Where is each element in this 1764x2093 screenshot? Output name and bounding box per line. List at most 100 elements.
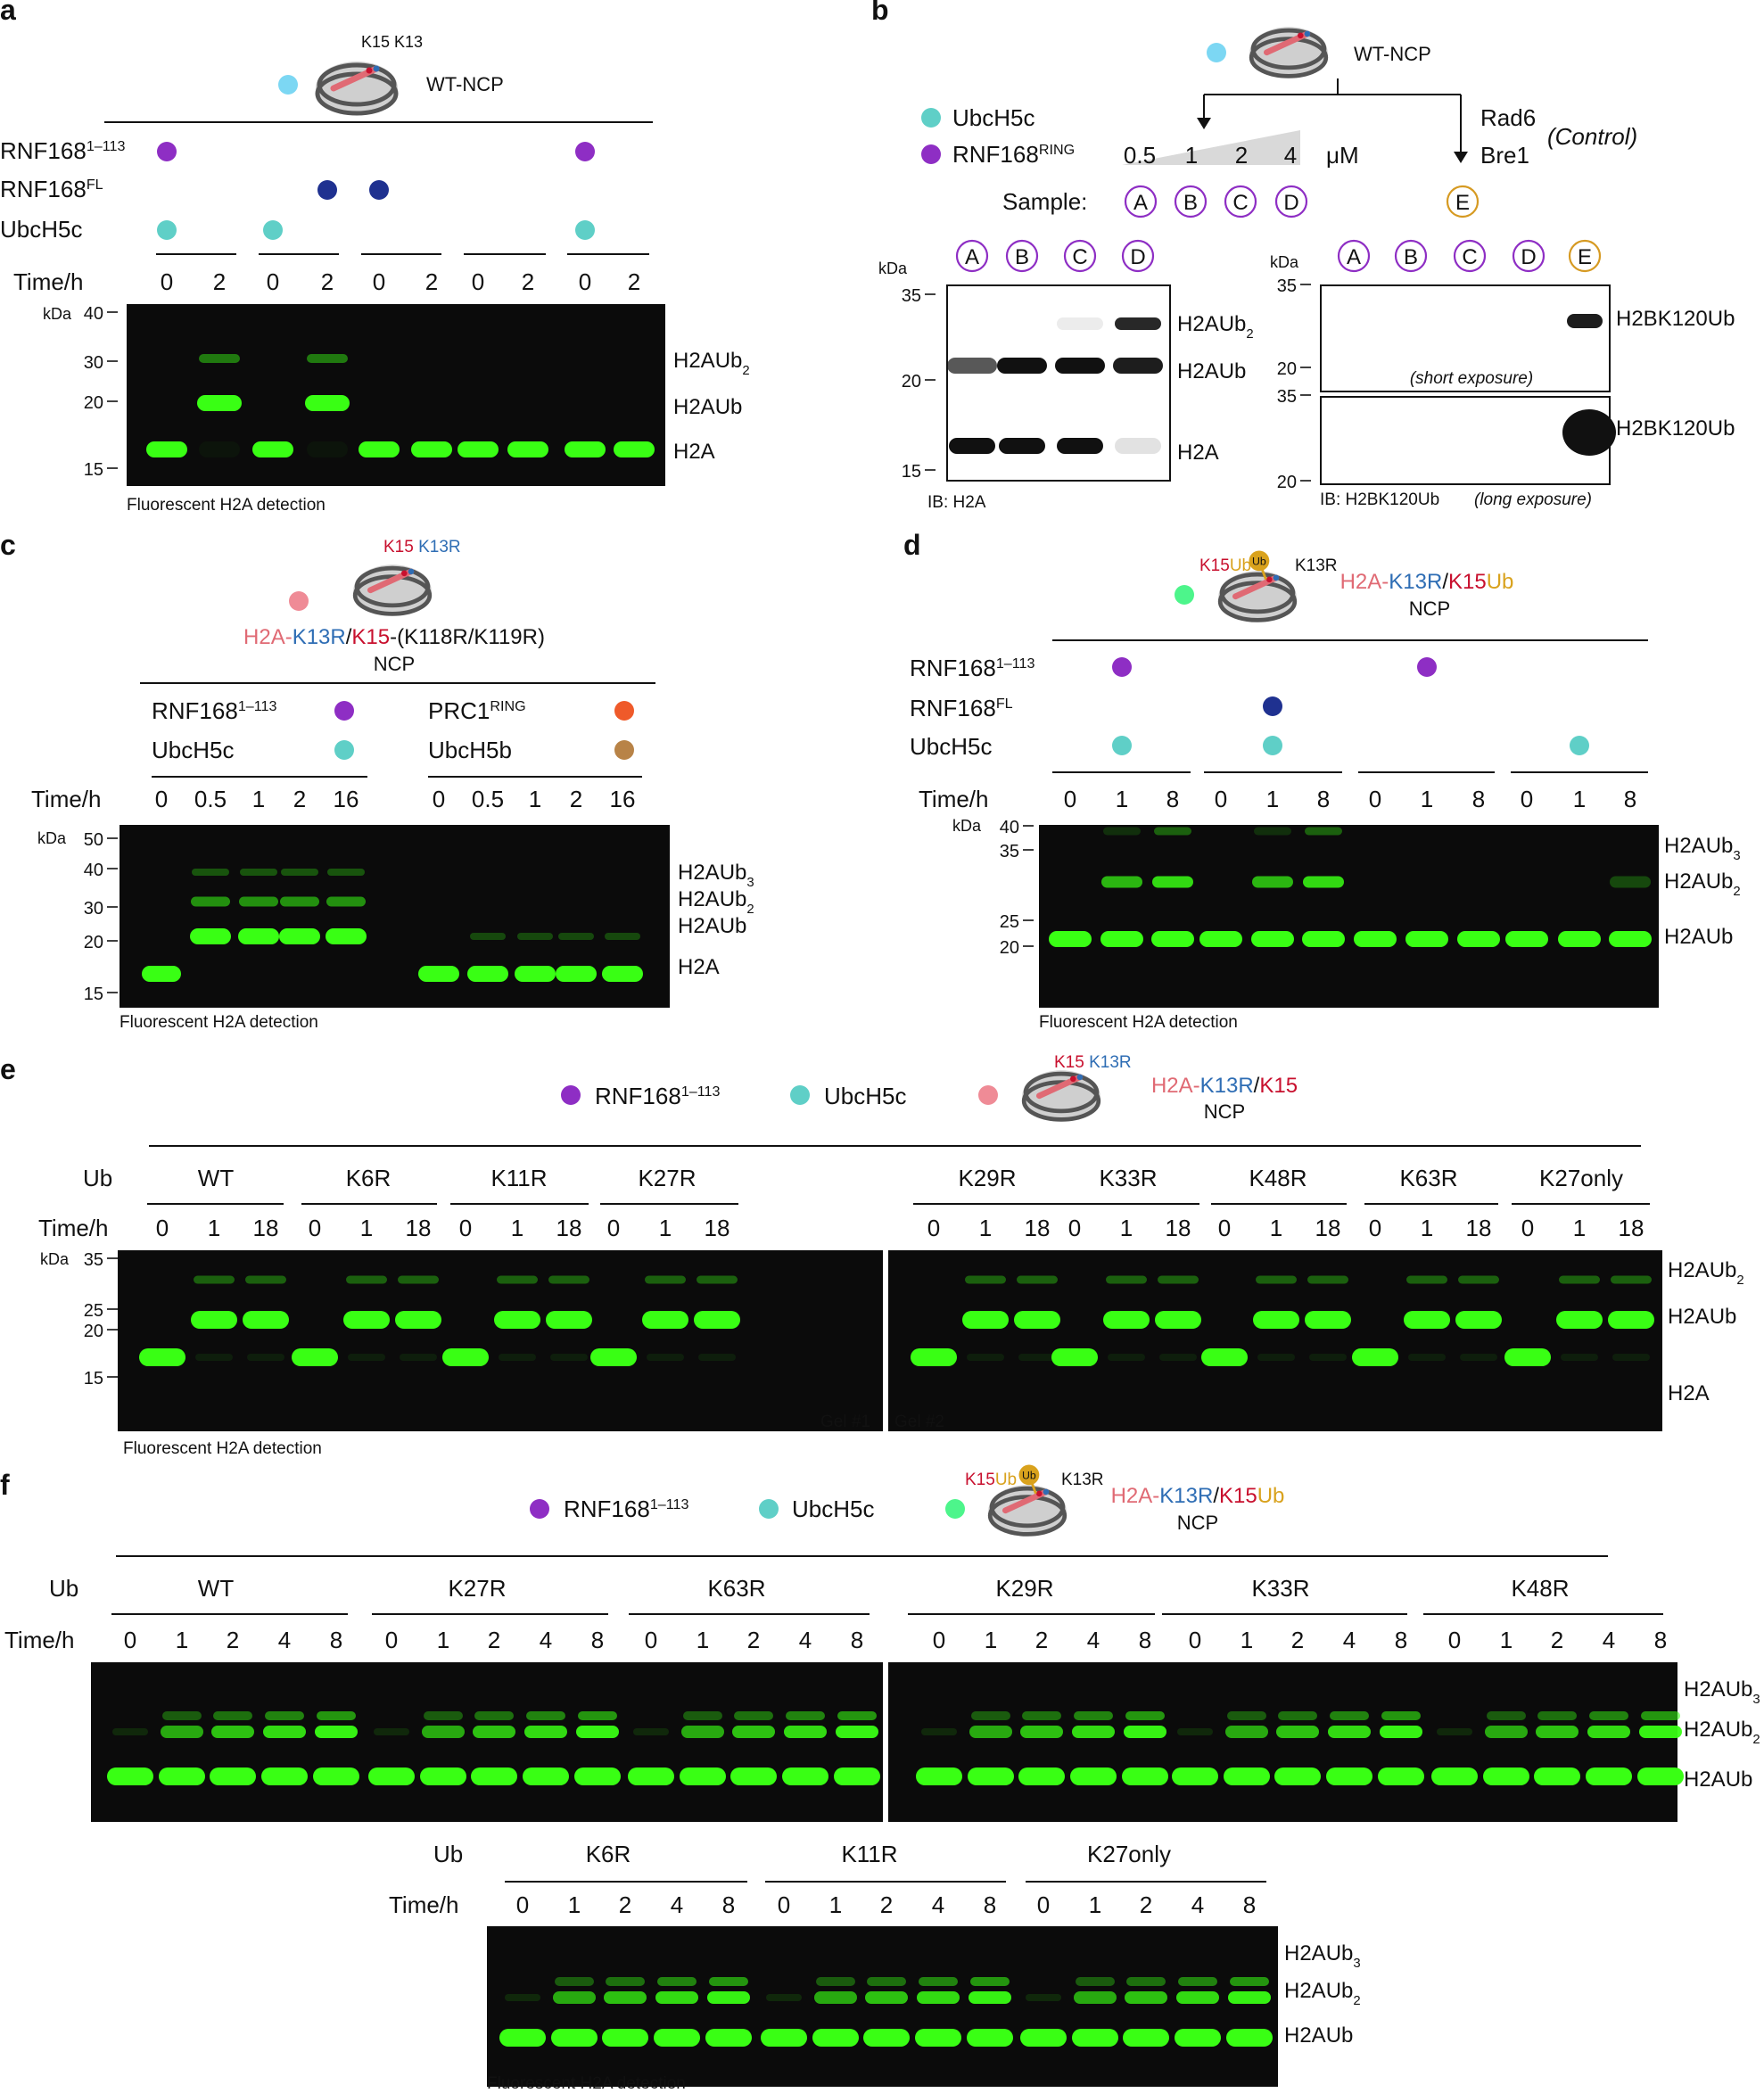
panel-b-sample-D xyxy=(1274,185,1308,218)
panel-d-time-4: 1 xyxy=(1266,786,1279,812)
panel-e-h2a-residual-band xyxy=(647,1354,684,1361)
panel-b-sample-E-letter: E xyxy=(1455,191,1470,215)
panel-f-h2aub-band xyxy=(1483,1768,1529,1785)
panel-f-h2aub2-band xyxy=(814,1991,857,2004)
panel-f-h2aub-band xyxy=(107,1768,153,1785)
panel-c-ncp-dot xyxy=(289,591,309,611)
panel-a-time-7: 2 xyxy=(522,268,534,295)
panel-f-h2aub-band xyxy=(1326,1768,1372,1785)
panel-b-band-h2a: H2A xyxy=(1177,441,1219,465)
panel-d-time-label: Time/h xyxy=(919,786,989,812)
panel-e-h2aub-band xyxy=(546,1311,592,1329)
panel-f-h2aub2-band xyxy=(553,1991,596,2004)
panel-b-right-lane-C-letter: C xyxy=(1462,245,1477,269)
panel-f-bottom-time-0-0: 0 xyxy=(516,1891,529,1918)
panel-b-h2aub-band xyxy=(947,358,997,374)
panel-e-h2aub2-band xyxy=(245,1275,286,1284)
panel-d-h2aub-band xyxy=(1199,931,1242,947)
panel-b-left-lane-D-letter: D xyxy=(1130,245,1145,269)
panel-c-h2aub-faint-band xyxy=(470,933,506,940)
panel-e-construct: H2A-K13R/K15 xyxy=(1151,1074,1298,1098)
panel-d-time-11: 8 xyxy=(1624,786,1636,812)
panel-f-h2aub2-band xyxy=(1380,1726,1422,1738)
panel-f-top-time-3-0: 0 xyxy=(933,1627,945,1653)
panel-f-h2aub2-band xyxy=(784,1726,827,1738)
panel-f-h2aub-band xyxy=(210,1768,256,1785)
panel-a-row-1: RNF168FL xyxy=(0,176,103,202)
panel-a-band-h2a: H2A xyxy=(673,440,715,464)
panel-e-h2aub-band xyxy=(1404,1311,1450,1329)
panel-f-h2aub3-band xyxy=(919,1977,958,1986)
panel-c-marker-2: 30 xyxy=(84,899,103,919)
panel-e-h2a-band xyxy=(911,1348,957,1366)
panel-f-top-time-4-2: 2 xyxy=(1291,1627,1304,1653)
panel-c-band-h2a: H2A xyxy=(678,955,720,979)
panel-f-h2aub3-band xyxy=(606,1977,645,1986)
panel-e-time-1-0: 0 xyxy=(309,1215,321,1241)
panel-d-h2aub-band xyxy=(1354,931,1397,947)
panel-f-h2aub-band xyxy=(1224,1768,1270,1785)
panel-f-h2aub3-band xyxy=(970,1977,1010,1986)
panel-f-ub-label-top: Ub xyxy=(49,1575,78,1602)
panel-c-h2aub-faint-band xyxy=(605,933,640,940)
panel-f-top-time-2-2: 2 xyxy=(747,1627,760,1653)
panel-f-h2aub-band xyxy=(261,1768,308,1785)
panel-f-h2aub2-band xyxy=(969,1726,1012,1738)
panel-f-h2aub-band xyxy=(1070,1768,1117,1785)
panel-e-h2a-residual-band xyxy=(1309,1354,1347,1361)
panel-b-nucleosome-icon xyxy=(1249,27,1329,78)
d-dot xyxy=(1570,736,1589,755)
panel-b-h2a-band xyxy=(949,438,995,454)
panel-e-h2aub2-band xyxy=(1559,1275,1600,1284)
panel-c-marker-1: 40 xyxy=(84,861,103,880)
panel-a-time-4: 0 xyxy=(373,268,385,295)
panel-f-bottom-group-K11R: K11R xyxy=(841,1841,897,1867)
panel-f-h2aub-band xyxy=(1637,1768,1684,1785)
panel-f-top-time-5-0: 0 xyxy=(1448,1627,1461,1653)
panel-f-h2aub-band xyxy=(680,1768,726,1785)
panel-f-h2aub2-faint-band xyxy=(766,1994,802,2001)
panel-f-ubch5c-dot xyxy=(759,1499,779,1519)
d-dot xyxy=(1112,736,1132,755)
panel-e-group-K6R: K6R xyxy=(346,1165,392,1191)
panel-e-h2a-residual-band xyxy=(550,1354,588,1361)
panel-f-h2aub2-faint-band xyxy=(1026,1994,1061,2001)
panel-e-h2aub2-band xyxy=(1611,1275,1652,1284)
panel-f-h2aub2-faint-band xyxy=(1437,1728,1472,1735)
panel-e-marker-2: 20 xyxy=(84,1322,103,1341)
panel-f-h2aub3-band xyxy=(709,1977,748,1986)
panel-e-h2aub2-band xyxy=(548,1275,589,1284)
panel-e-time-7-0: 0 xyxy=(1369,1215,1381,1241)
panel-e-group-K48R: K48R xyxy=(1249,1165,1307,1191)
panel-f-h2aub3-band xyxy=(1022,1711,1061,1720)
panel-e-time-6-2: 18 xyxy=(1315,1215,1341,1241)
panel-b-band-h2aub: H2AUb xyxy=(1177,359,1246,383)
panel-d-k15ub: K15Ub xyxy=(1199,556,1251,575)
panel-e-h2a-residual-band xyxy=(195,1354,233,1361)
panel-e-time-3-1: 1 xyxy=(659,1215,672,1241)
c-dot xyxy=(334,740,354,760)
panel-e-gel-1 xyxy=(118,1250,883,1431)
panel-c-h2aub-band xyxy=(279,928,320,944)
panel-d-h2aub-band xyxy=(1405,931,1448,947)
panel-d-h2aub-band xyxy=(1457,931,1500,947)
panel-a-band-h2aub2: H2AUb2 xyxy=(673,349,750,378)
panel-f-h2aub2-band xyxy=(1176,1991,1219,2004)
panel-e-h2aub2-band xyxy=(1106,1275,1147,1284)
panel-b-h2a-band xyxy=(999,438,1045,454)
panel-f-top-group-K29R: K29R xyxy=(995,1575,1053,1602)
panel-f-h2aub-band xyxy=(1123,2029,1169,2047)
panel-d-row-0: RNF1681–113 xyxy=(910,655,1034,681)
panel-f-top-time-2-0: 0 xyxy=(645,1627,657,1653)
panel-b-conc-2: 2 xyxy=(1235,142,1248,169)
panel-f-h2aub2-band xyxy=(1587,1726,1630,1738)
panel-f-top-time-2-4: 8 xyxy=(851,1627,863,1653)
panel-f-h2aub3-band xyxy=(1330,1711,1369,1720)
panel-b-h2a-band xyxy=(1115,438,1161,454)
panel-e-h2aub-band xyxy=(1155,1311,1201,1329)
panel-f-bottom-time-2-2: 2 xyxy=(1140,1891,1152,1918)
panel-f-h2aub-band xyxy=(551,2029,598,2047)
panel-d-time-1: 1 xyxy=(1116,786,1128,812)
panel-a-h2aub2-band xyxy=(307,354,348,363)
panel-f-h2aub2-faint-band xyxy=(633,1728,669,1735)
